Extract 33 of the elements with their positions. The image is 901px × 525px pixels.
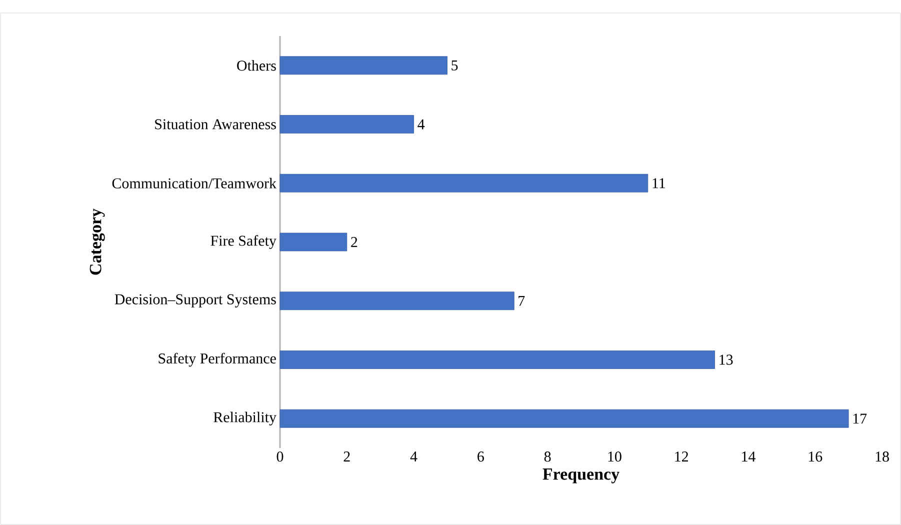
x-tick-label: 2 <box>344 452 350 462</box>
x-tick-label: 16 <box>808 452 822 462</box>
bar <box>280 115 414 134</box>
bar <box>280 292 514 310</box>
data-label: 2 <box>351 237 358 247</box>
bar <box>280 409 849 428</box>
y-tick-label: Fire Safety <box>210 235 276 249</box>
bar <box>280 232 348 252</box>
data-label: 13 <box>720 354 733 365</box>
data-label: 4 <box>418 119 425 130</box>
x-tick-label: 8 <box>544 452 551 462</box>
x-tick-label: 0 <box>276 452 284 462</box>
x-tick-label: 14 <box>742 452 756 462</box>
y-tick-label: Decision–Support Systems <box>114 294 276 308</box>
data-label: 17 <box>853 414 867 424</box>
bar <box>280 350 715 369</box>
y-axis-title: Category <box>90 208 105 275</box>
y-tick-label: Safety Performance <box>158 352 276 367</box>
x-axis-title: Frequency <box>542 468 620 484</box>
x-tick-label: 6 <box>478 452 484 462</box>
x-tick-label: 4 <box>410 452 418 462</box>
y-tick-label: Communication/Teamwork <box>112 178 276 188</box>
x-tick-label: 12 <box>675 452 688 462</box>
data-label: 7 <box>518 296 525 306</box>
data-label: 11 <box>652 178 665 188</box>
x-tick-label: 10 <box>608 452 622 462</box>
bar <box>280 174 648 192</box>
y-tick-label: Reliability <box>214 412 276 426</box>
y-tick-label: Others <box>237 60 276 71</box>
x-tick-label: 18 <box>876 452 889 462</box>
data-label: 5 <box>452 60 458 70</box>
y-tick-label: Situation Awareness <box>155 119 276 130</box>
bar <box>280 56 448 75</box>
